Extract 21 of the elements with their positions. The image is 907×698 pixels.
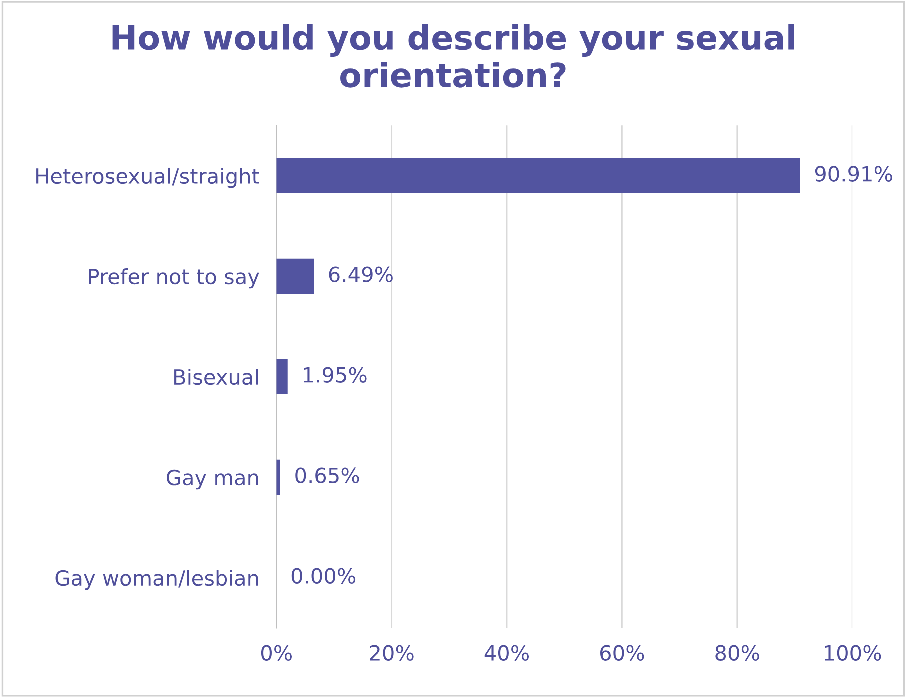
y-tick-label: Gay woman/lesbian bbox=[56, 570, 258, 590]
y-tick-label: Prefer not to say bbox=[89, 268, 260, 289]
x-tick-label: 20% bbox=[370, 645, 414, 661]
data-label: 90.91% bbox=[815, 166, 892, 182]
chart-title: How would you describe your sexual orientation? bbox=[112, 24, 794, 88]
x-tick-label: 100% bbox=[825, 645, 882, 661]
data-label: 1.95% bbox=[304, 367, 367, 383]
y-tick-label: Gay man bbox=[167, 470, 258, 490]
y-tick-label: Heterosexual/straight bbox=[36, 168, 260, 188]
data-label: 6.49% bbox=[329, 266, 393, 282]
bar bbox=[276, 359, 288, 395]
y-tick-label: Bisexual bbox=[174, 369, 258, 386]
x-tick-label: 60% bbox=[600, 645, 644, 661]
data-label: 0.65% bbox=[296, 468, 360, 484]
x-tick-label: 40% bbox=[484, 645, 530, 661]
bar bbox=[276, 158, 800, 194]
bar bbox=[276, 258, 314, 294]
bar bbox=[276, 460, 280, 496]
x-tick-label: 0% bbox=[261, 645, 292, 661]
x-tick-label: 80% bbox=[716, 645, 760, 661]
data-label: 0.00% bbox=[292, 568, 356, 584]
